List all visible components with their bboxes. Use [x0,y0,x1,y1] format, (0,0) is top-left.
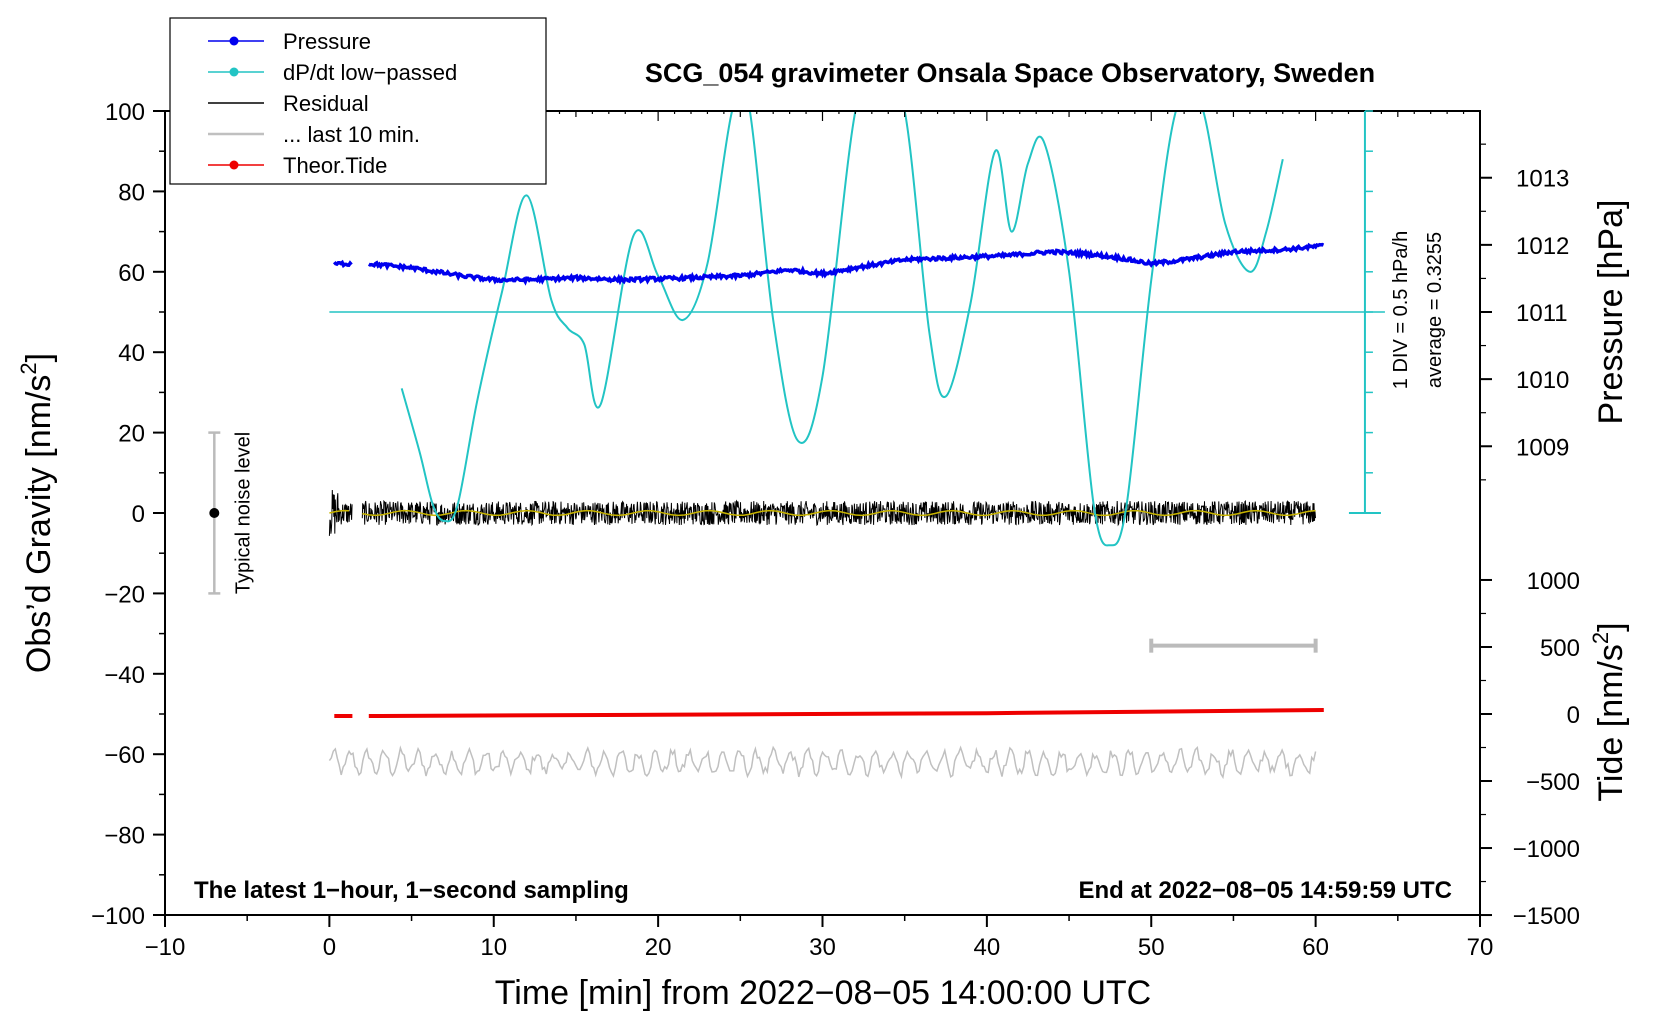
x-tick-label-6: 50 [1138,934,1165,961]
y-axis-title-gravity-text: Obs’d Gravity [nm/s [20,375,58,674]
noise-bar-center [209,508,220,518]
legend: Pressure dP/dt low−passed Residual ... l… [169,17,547,185]
y-axis-title-gravity: Obs’d Gravity [nm/s2] [16,353,58,673]
dpdt-div-label: 1 DIV = 0.5 hPa/h [1390,231,1412,389]
tide-tick-label-3: 0 [1567,702,1580,729]
series-pressure-line-a [332,259,353,269]
legend-marker-4 [229,160,239,170]
tide-tick-label-2: −500 [1526,769,1580,796]
x-tick-label-4: 30 [809,934,836,961]
legend-label-last10: ... last 10 min. [283,122,420,147]
x-axis-title: Time [min] from 2022−08−05 14:00:00 UTC [495,974,1151,1012]
y-axis-title-tide: Tide [nm/s2] [1588,622,1630,801]
y-tick-label-1: −80 [104,823,145,850]
y-tick-label-8: 60 [118,260,145,287]
y-tick-label-4: −20 [104,581,145,608]
x-tick-label-2: 10 [480,934,507,961]
legend-label-dpdt: dP/dt low−passed [283,60,457,85]
x-tick-label-1: 0 [323,934,336,961]
legend-entry-residual: Residual [208,91,369,116]
y-axis-title-gravity-sup: 2 [16,362,41,374]
series-residual-line-a-smoothed [329,509,350,514]
tide-tick-label-5: 1000 [1527,568,1580,595]
x-tick-label-3: 20 [645,934,672,961]
legend-entry-tide: Theor.Tide [208,153,387,178]
series-dpdt-line [400,111,1284,547]
noise-level-label: Typical noise level [232,432,254,594]
legend-label-residual: Residual [283,91,369,116]
legend-entry-pressure: Pressure [208,29,371,54]
legend-marker-1 [229,67,239,77]
y-tick-label-10: 100 [105,99,145,126]
y-axis-title-tide-end: ] [1592,622,1630,631]
pressure-tick-label-4: 1013 [1516,166,1569,193]
dpdt-average-label: average = 0.3255 [1424,232,1446,388]
tide-tick-label-1: −1000 [1513,836,1580,863]
pressure-tick-label-2: 1011 [1516,300,1568,327]
y-tick-label-7: 40 [118,340,145,367]
y-tick-label-3: −40 [104,662,145,689]
tide-tick-label-0: −1500 [1513,903,1580,930]
x-tick-label-8: 70 [1467,934,1494,961]
y-tick-label-6: 20 [118,421,145,448]
plot-content [208,111,1385,780]
y-axis-title-pressure: Pressure [hPa] [1592,200,1630,425]
sampling-note: The latest 1−hour, 1−second sampling [194,877,629,904]
x-tick-label-0: −10 [145,934,186,961]
y-tick-label-9: 80 [118,179,145,206]
legend-box [169,17,547,185]
y-tick-label-5: 0 [132,501,145,528]
x-tick-label-5: 40 [974,934,1001,961]
axes: −10 0 10 20 30 40 50 60 70−100−80−60−40−20020406… [91,99,1580,961]
legend-marker-0 [229,36,239,46]
end-time-note: End at 2022−08−05 14:59:59 UTC [1078,877,1452,904]
y-axis-title-tide-text: Tide [nm/s [1592,644,1630,801]
y-axis-title-gravity-end: ] [20,353,58,362]
series-residual-line-a [328,489,353,536]
legend-label-pressure: Pressure [283,29,371,54]
series-tide-line-b [368,708,1324,718]
series-last10-line [328,745,1317,780]
pressure-tick-label-0: 1009 [1516,434,1569,461]
y-axis-title-tide-sup: 2 [1588,632,1613,644]
y-tick-label-2: −60 [104,742,145,769]
chart-title: SCG_054 gravimeter Onsala Space Observat… [645,58,1375,88]
legend-entry-dpdt: dP/dt low−passed [208,60,457,85]
y-tick-label-0: −100 [91,903,145,930]
legend-entry-last10: ... last 10 min. [208,122,420,147]
pressure-tick-label-1: 1010 [1516,367,1569,394]
x-tick-label-7: 60 [1302,934,1329,961]
series-residual-line-b-smoothed [362,509,1316,517]
legend-label-tide: Theor.Tide [283,153,387,178]
pressure-tick-label-3: 1012 [1516,233,1569,260]
series-pressure-line-b [367,242,1325,286]
tide-tick-label-4: 500 [1540,635,1580,662]
